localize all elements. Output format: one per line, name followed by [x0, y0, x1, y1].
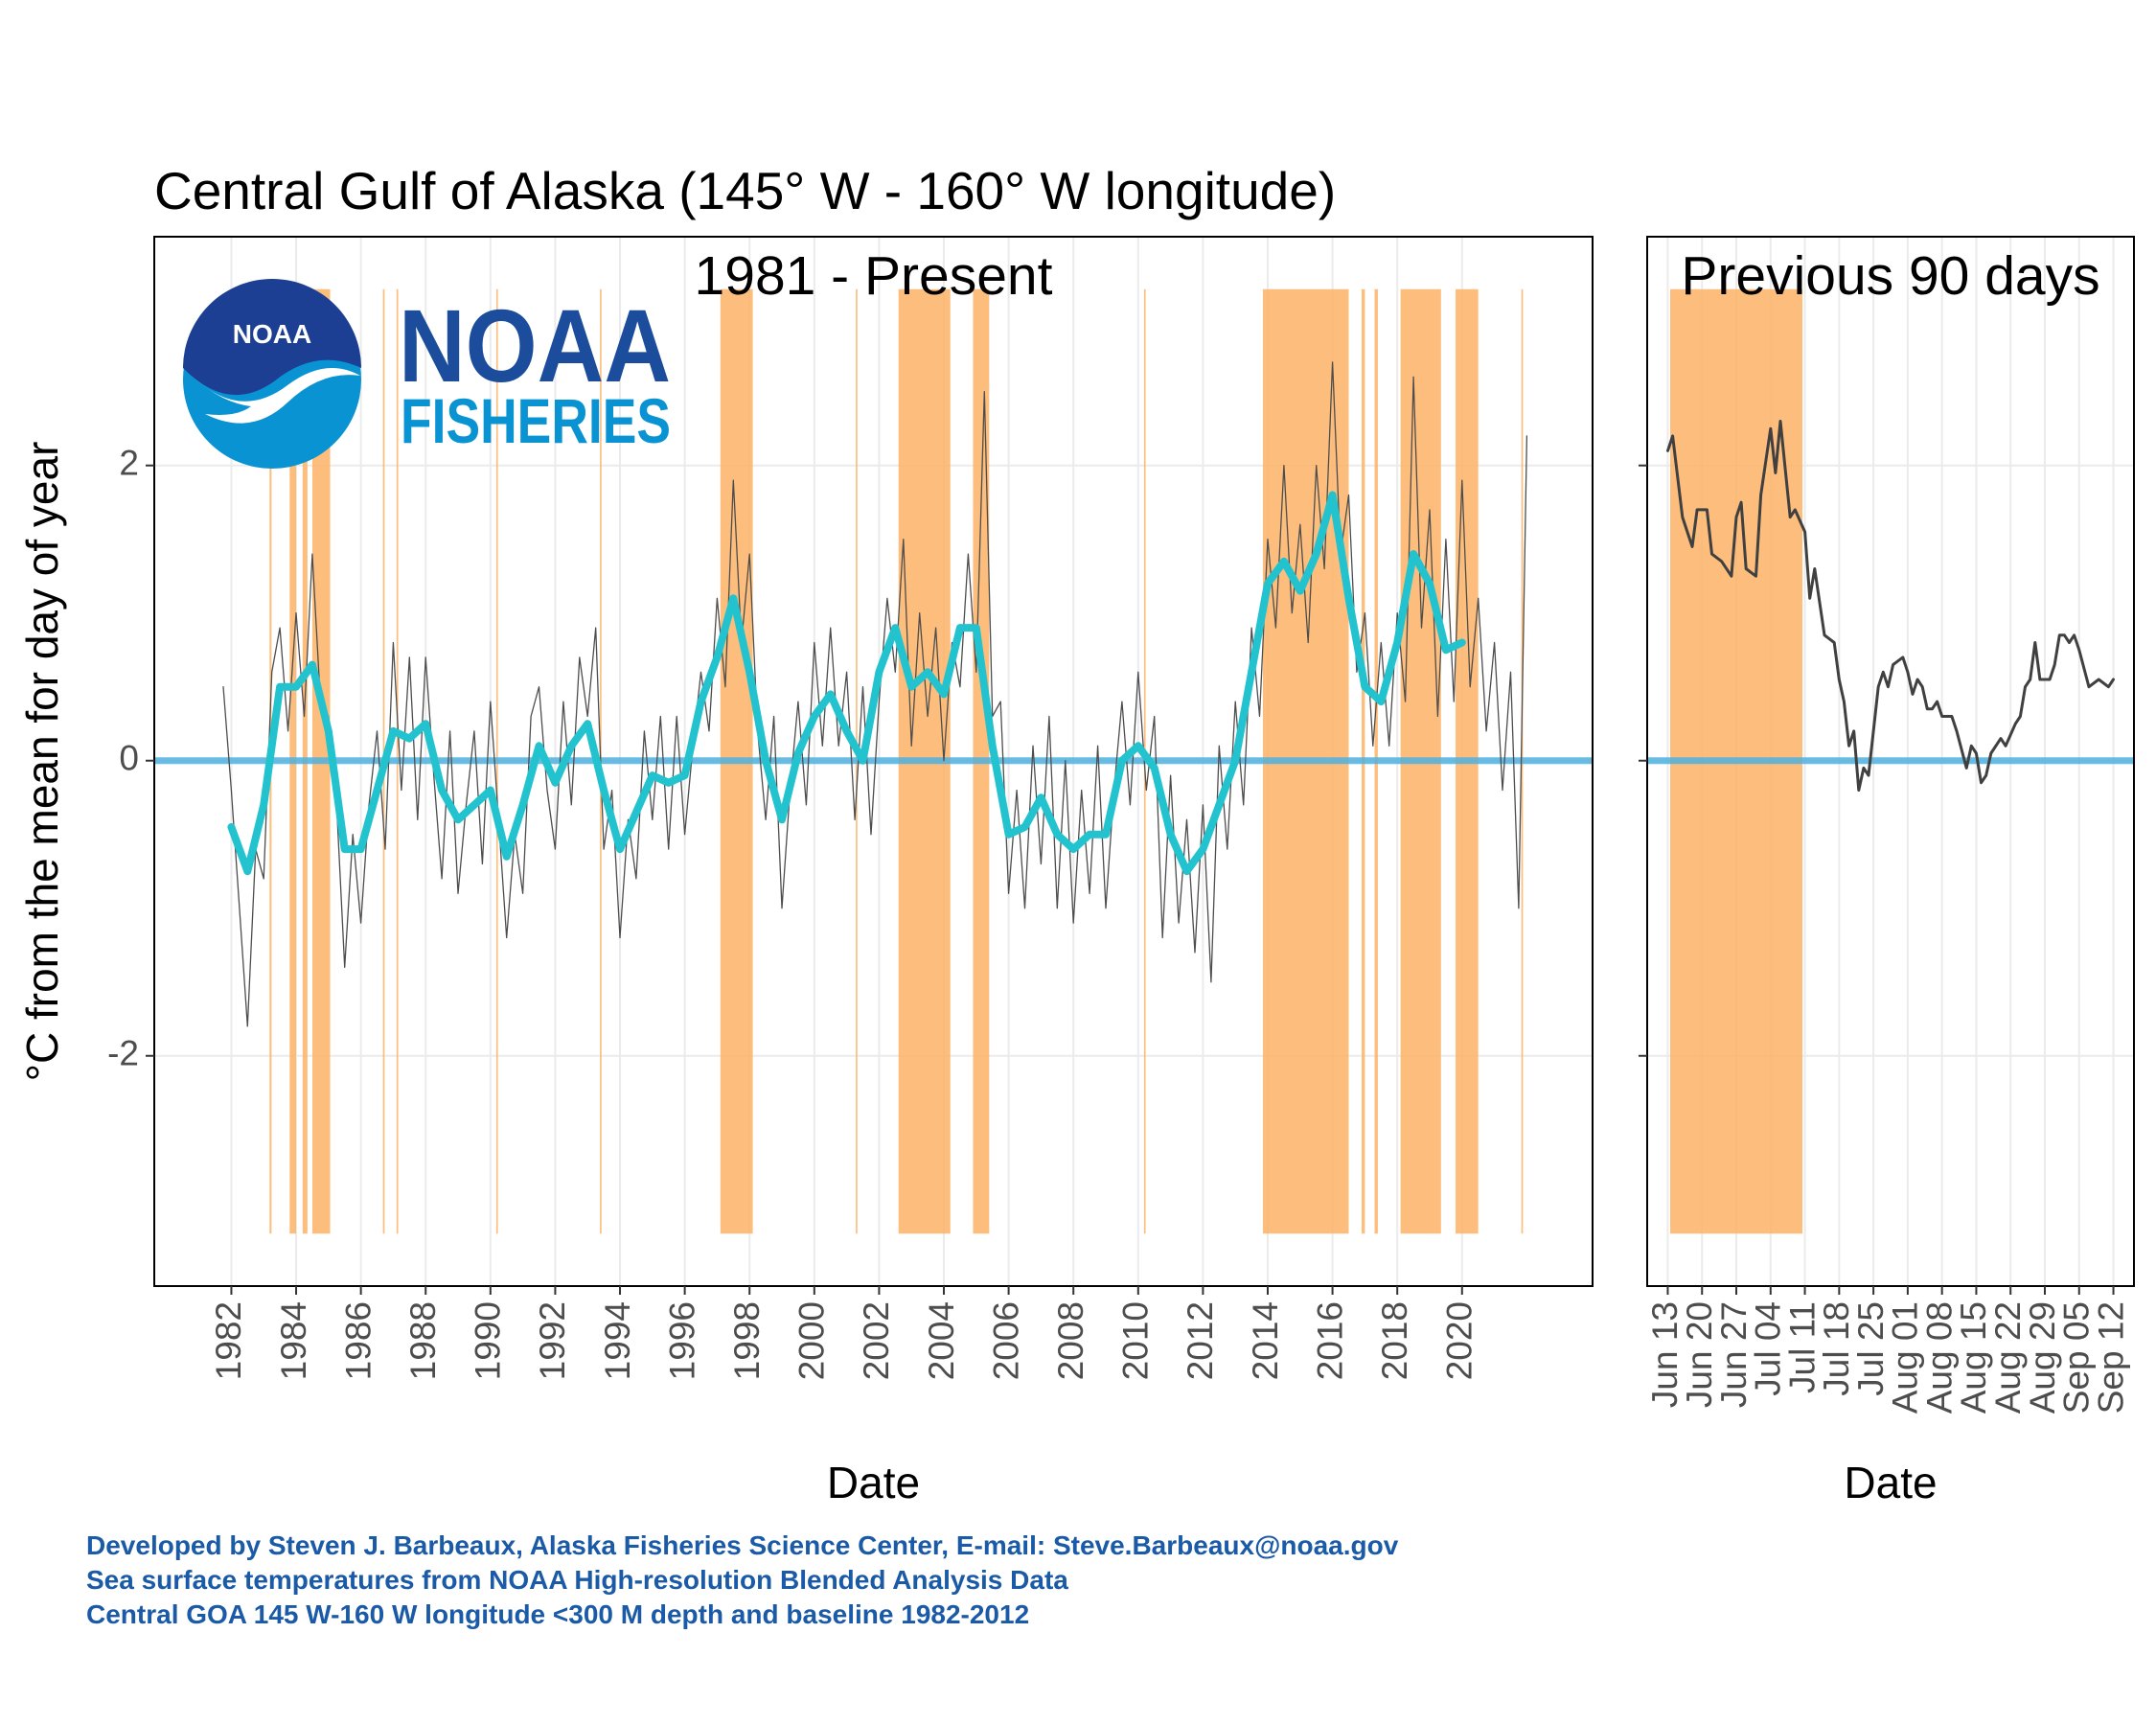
series-line	[222, 361, 1528, 1027]
logo-top	[183, 279, 361, 396]
y-axis-label: °C from the mean for day of year	[17, 442, 67, 1082]
figure-title: Central Gulf of Alaska (145° W - 160° W …	[154, 161, 1336, 220]
x-tick-label: 2012	[1181, 1301, 1220, 1380]
x-tick-label: Jul 11	[1782, 1301, 1822, 1393]
x-tick-label: 2014	[1246, 1301, 1285, 1380]
footer-line: Central GOA 145 W-160 W longitude <300 M…	[86, 1599, 1029, 1629]
x-tick-label: 1990	[469, 1301, 508, 1380]
x-tick-label: Aug 08	[1919, 1301, 1959, 1414]
footer-line: Sea surface temperatures from NOAA High-…	[86, 1565, 1068, 1595]
x-tick-label: Aug 29	[2023, 1301, 2062, 1414]
x-tick-label: 1994	[598, 1301, 637, 1380]
x-tick-label: 1984	[274, 1301, 313, 1380]
x-tick-label: 2006	[986, 1301, 1025, 1380]
x-tick-label: 2018	[1375, 1301, 1414, 1380]
x-tick-label: Aug 15	[1954, 1301, 1993, 1414]
x-tick-label: Aug 01	[1886, 1301, 1925, 1414]
x-tick-label: 1986	[338, 1301, 378, 1380]
x-tick-label: Jun 20	[1680, 1301, 1719, 1408]
x-tick-label: 2004	[922, 1301, 961, 1380]
x-tick-label: Jul 18	[1817, 1301, 1856, 1396]
x-tick-label: 2010	[1116, 1301, 1156, 1380]
x-tick-label: 2020	[1440, 1301, 1479, 1380]
x-tick-label: Aug 22	[1988, 1301, 2028, 1414]
x-tick-label: 2016	[1310, 1301, 1349, 1380]
x-axis-label: Date	[827, 1458, 920, 1507]
y-tick-label: -2	[107, 1034, 139, 1073]
panel-title: Previous 90 days	[1681, 245, 2099, 307]
footer-line: Developed by Steven J. Barbeaux, Alaska …	[86, 1530, 1399, 1560]
logo: NOAA NOAA FISHERIES	[183, 279, 671, 469]
logo-seal-text: NOAA	[233, 319, 311, 349]
series-line	[1666, 420, 2115, 792]
x-tick-label: Jun 27	[1714, 1301, 1754, 1408]
logo-name: NOAA	[399, 288, 671, 403]
y-tick-label: 0	[119, 739, 139, 778]
x-tick-label: Jun 13	[1645, 1301, 1685, 1408]
x-tick-label: Sep 05	[2057, 1301, 2097, 1414]
x-tick-label: 2002	[857, 1301, 896, 1380]
plots: 1981 - Present 1982 1984 1986 1988 1990 1992 19…	[17, 236, 2135, 1507]
x-tick-label: Sep 12	[2091, 1301, 2130, 1414]
x-tick-label: 1992	[533, 1301, 572, 1380]
x-tick-label: Jul 25	[1851, 1301, 1891, 1396]
logo-division: FISHERIES	[401, 385, 671, 456]
x-tick-label: 2000	[792, 1301, 832, 1380]
logo-bird	[192, 368, 360, 424]
x-tick-label: Jul 04	[1749, 1301, 1788, 1396]
y-tick-label: 2	[119, 443, 139, 482]
x-axis-label: Date	[1844, 1458, 1937, 1507]
panel-title: 1981 - Present	[695, 245, 1053, 307]
series-line	[227, 491, 1466, 876]
x-tick-label: 2008	[1051, 1301, 1090, 1380]
x-tick-label: 1998	[727, 1301, 767, 1380]
x-tick-label: 1996	[662, 1301, 701, 1380]
x-tick-label: 1982	[209, 1301, 248, 1380]
x-tick-label: 1988	[403, 1301, 443, 1380]
